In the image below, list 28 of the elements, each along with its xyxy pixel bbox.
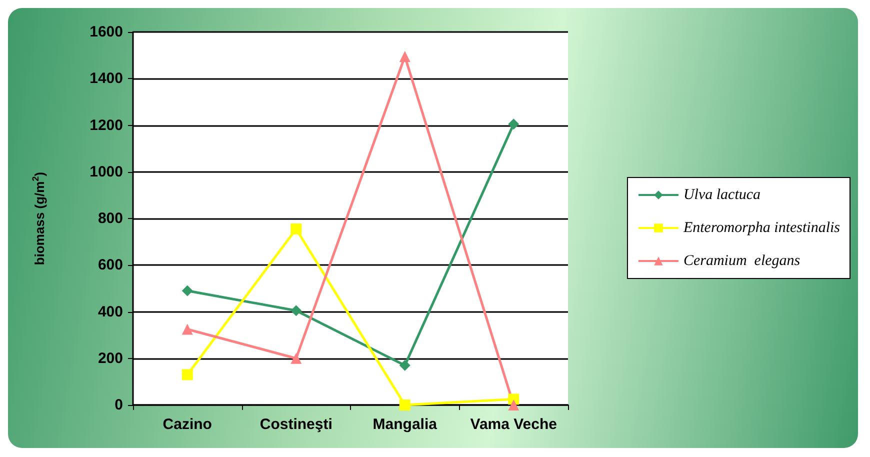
x-tick-label: Costineşti [260, 416, 332, 433]
point [508, 400, 520, 410]
point [290, 305, 302, 316]
y-tick-label: 1000 [90, 163, 123, 180]
point [290, 223, 302, 234]
x-tick-label: Cazino [162, 416, 212, 433]
point [290, 352, 302, 364]
legend-label: Ulva lactuca [683, 187, 761, 203]
y-tick-label: 1600 [90, 24, 123, 40]
point [182, 369, 193, 380]
point [399, 400, 410, 410]
y-tick-label: 0 [114, 396, 123, 414]
y-tick-label: 1400 [90, 70, 123, 88]
y-tick-label: 800 [98, 210, 123, 227]
y-tick-label: 600 [98, 256, 123, 274]
x-tick-label: Vama Veche [470, 416, 557, 433]
point [182, 324, 193, 335]
y-tick-label: 400 [98, 303, 123, 320]
point [508, 118, 520, 130]
legend-label: Enteromorpha intestinalis [682, 220, 840, 236]
legend-label: Ceramium elegans [683, 253, 800, 269]
point [182, 285, 193, 296]
point [399, 360, 410, 371]
x-tick-label: Mangalia [372, 416, 438, 433]
point [399, 50, 410, 62]
y-tick-label: 1200 [90, 116, 123, 134]
y-tick-label: 200 [98, 350, 123, 367]
y-axis-title: biomass (g/m2) [30, 172, 47, 266]
